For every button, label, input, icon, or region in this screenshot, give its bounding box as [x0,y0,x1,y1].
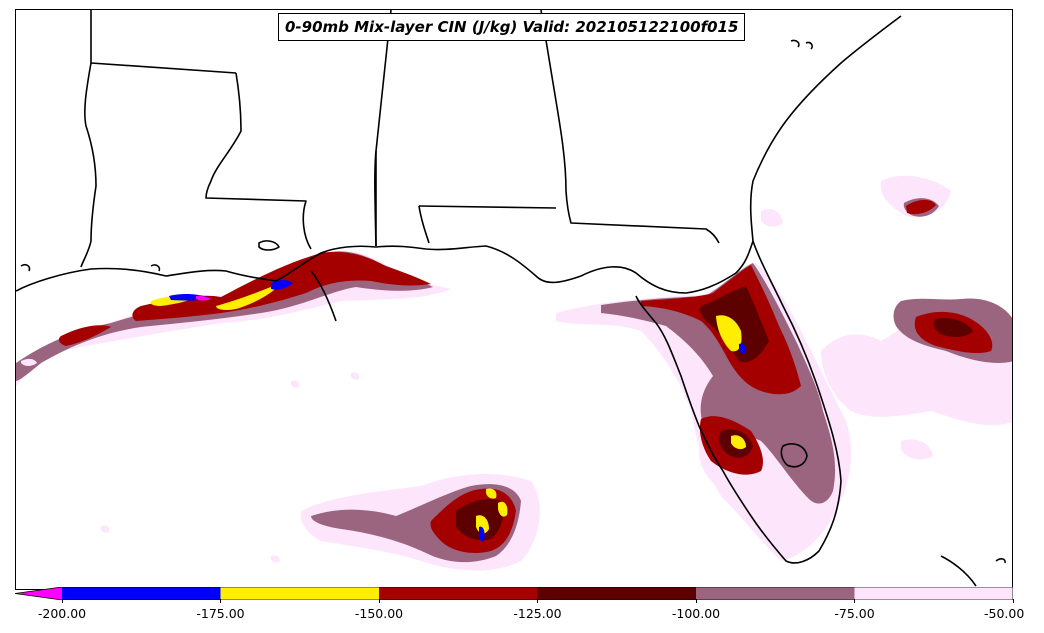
colorbar-outline [15,587,1013,600]
colorbar-tickmark [695,599,697,603]
colorbar-segment-5 [696,587,855,600]
colorbar-segment-3 [379,587,538,600]
colorbar [15,587,1013,600]
geographic-boundaries [16,10,1006,587]
cin-field [16,175,1012,571]
colorbar-tick-label: -50.00 [983,606,1025,621]
colorbar-tickmark [61,599,63,603]
colorbar-tick-label: -175.00 [196,606,245,621]
colorbar-segment-6 [854,587,1013,600]
colorbar-tick-label: -100.00 [671,606,721,621]
colorbar-tickmark [537,599,538,603]
colorbar-segment-2 [220,587,379,600]
colorbar-segment-4 [537,587,696,600]
map-title: 0-90mb Mix-layer CIN (J/kg) Valid: 20210… [278,13,746,41]
map-frame [15,9,1013,590]
colorbar-extend-min [15,587,62,600]
colorbar-tick-label: -150.00 [354,606,404,621]
map-canvas [16,10,1012,587]
colorbar-tickmark [1012,599,1014,603]
colorbar-tickmark [854,599,855,603]
colorbar-tick-label: -75.00 [834,606,875,621]
colorbar-tick-label: -200.00 [37,606,87,621]
colorbar-tickmark [378,599,380,603]
colorbar-tickmark [220,599,221,603]
colorbar-tick-label: -125.00 [513,606,562,621]
colorbar-segment-1 [62,587,221,600]
